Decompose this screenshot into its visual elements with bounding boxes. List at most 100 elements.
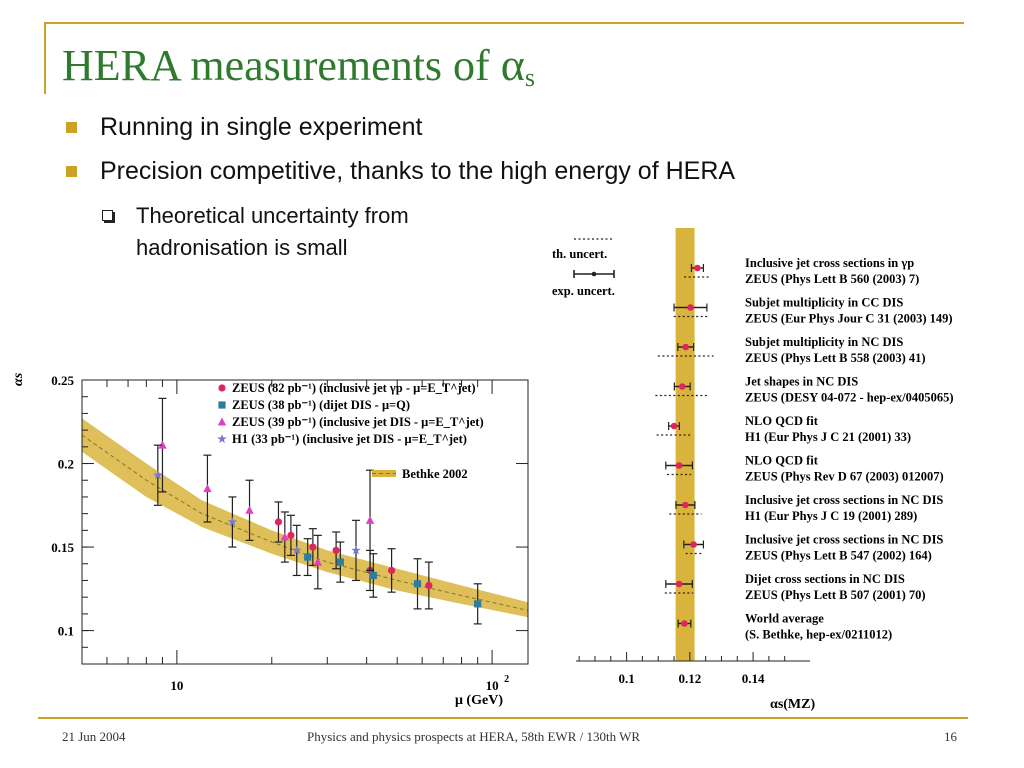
x-axis-label-text: μ (GeV) — [455, 693, 503, 708]
sub-bullet-1: Theoretical uncertainty from hadronisati… — [102, 200, 409, 264]
data-point-star — [227, 517, 238, 526]
data-point-square — [336, 558, 344, 566]
data-point-star — [292, 545, 302, 555]
plot-frame — [81, 379, 529, 665]
measurement-point — [694, 264, 701, 272]
measurement-point — [670, 422, 678, 430]
measurement-point — [678, 383, 686, 390]
uncertainty-legend: th. uncert. exp. uncert. — [552, 238, 615, 298]
title-symbol: α — [500, 39, 525, 90]
bullet-2: Precision competitive, thanks to the hig… — [66, 157, 736, 186]
data-point-triangle — [245, 505, 254, 514]
square-bullet-icon — [66, 166, 77, 177]
title-text: HERA measurements of — [62, 41, 501, 90]
data-point-star — [351, 545, 361, 555]
axes: 0.25 0.2 0.15 0.1 10 10 2 — [51, 373, 529, 693]
x-axis-label: μ (GeV) — [455, 693, 503, 708]
bethke-band-center-line — [81, 434, 529, 611]
title-subscript: s — [524, 63, 535, 92]
measurement-reference: ZEUS (Phys Lett B 547 (2002) 164) — [745, 549, 932, 563]
x-tick-label: 0.12 — [678, 671, 701, 686]
data-point-star — [153, 470, 163, 480]
square-bullet-icon — [66, 122, 77, 133]
legend: ZEUS (82 pb⁻¹) (inclusive jet γp - μ=E_T… — [217, 381, 484, 481]
data-point-square — [369, 571, 377, 580]
legend-marker-star — [217, 434, 227, 443]
slide-title: HERA measurements of αs — [62, 38, 535, 93]
footer-date: 21 Jun 2004 — [62, 729, 126, 744]
th-uncert-label: th. uncert. — [552, 247, 607, 261]
measurement-label: Dijet cross sections in NC DIS — [745, 572, 905, 586]
bullet-1-text: Running in single experiment — [100, 113, 423, 141]
exp-uncert-label: exp. uncert. — [552, 284, 615, 298]
data-point-circle — [388, 566, 396, 575]
y-axis-label-text: αs — [11, 372, 26, 386]
x-tick-label: 0.1 — [618, 671, 634, 686]
measurement-point — [687, 304, 694, 311]
data-point-circle — [274, 518, 283, 526]
data-point-square — [304, 553, 312, 561]
measurement-reference: ZEUS (Phys Lett B 507 (2001) 70) — [745, 588, 926, 602]
hollow-square-bullet-icon — [102, 210, 113, 221]
alpha-s-mz-comparison-chart: 0.1 0.12 0.14 Inclusive jet cross sections… — [552, 228, 954, 712]
data-point-circle — [425, 581, 433, 590]
measurement-reference: ZEUS (Phys Lett B 558 (2003) 41) — [745, 351, 926, 365]
data-point-circle — [287, 531, 295, 539]
data-points — [153, 397, 482, 625]
measurement-label: NLO QCD fit — [745, 454, 819, 468]
sub-bullet-line-1: Theoretical uncertainty from — [136, 203, 409, 228]
x-axis-label: αs(MZ) — [770, 697, 815, 712]
measurement-reference: ZEUS (Eur Phys Jour C 31 (2003) 149) — [745, 312, 953, 326]
x-tick-label: 10 — [486, 678, 499, 693]
measurement-point — [681, 620, 688, 627]
measurement-point — [690, 541, 697, 548]
legend-entry: ZEUS (39 pb⁻¹) (inclusive jet DIS - μ=E_… — [232, 415, 484, 429]
measurement-reference: H1 (Eur Phys J C 21 (2001) 33) — [745, 430, 911, 444]
alpha-s-running-chart: 0.25 0.2 0.15 0.1 10 10 2 ZEUS (82 pb⁻¹) (incl… — [11, 372, 529, 708]
legend-band-label: Bethke 2002 — [402, 467, 468, 481]
measurement-point — [675, 462, 683, 469]
data-point-circle — [309, 543, 317, 551]
legend-entry: ZEUS (38 pb⁻¹) (dijet DIS - μ=Q) — [232, 398, 410, 412]
measurement-label: Inclusive jet cross sections in NC DIS — [745, 493, 943, 507]
x-tick-label: 0.14 — [742, 671, 765, 686]
data-point-square — [413, 580, 422, 588]
measurement-reference: H1 (Eur Phys J C 19 (2001) 289) — [745, 509, 917, 523]
measurements: Inclusive jet cross sections in γp ZEUS (… — [655, 256, 954, 642]
measurement-label: Jet shapes in NC DIS — [745, 375, 858, 389]
axis-labels: αs μ (GeV) — [11, 372, 503, 708]
bethke-band-area — [82, 418, 528, 618]
measurement-label: Inclusive jet cross sections in γp — [745, 256, 914, 270]
measurement-label: Subjet multiplicity in NC DIS — [745, 335, 903, 349]
measurement-point — [682, 343, 690, 351]
bullet-1: Running in single experiment — [66, 113, 423, 142]
y-tick-label: 0.1 — [58, 624, 74, 639]
footer-title: Physics and physics prospects at HERA, 5… — [307, 729, 641, 744]
footer-divider — [38, 717, 968, 719]
y-tick-label: 0.25 — [51, 373, 74, 388]
legend-marker-triangle — [217, 417, 227, 426]
x-axis-label-text: αs(MZ) — [770, 697, 815, 712]
bethke-band — [81, 418, 529, 618]
x-tick-exponent: 2 — [504, 674, 509, 685]
legend-marker-square — [218, 401, 226, 409]
x-tick-label: 10 — [170, 678, 183, 693]
legend-entry: H1 (33 pb⁻¹) (inclusive jet DIS - μ=E_T^… — [232, 432, 467, 446]
data-point-triangle — [280, 532, 290, 541]
data-point-triangle — [203, 484, 212, 493]
data-point-circle — [332, 546, 340, 554]
data-point-triangle — [365, 515, 375, 524]
x-axis: 0.1 0.12 0.14 — [576, 652, 810, 686]
measurement-label: Subjet multiplicity in CC DIS — [745, 296, 903, 310]
exp-uncert-dot — [591, 271, 597, 277]
bullet-2-text: Precision competitive, thanks to the hig… — [100, 157, 736, 185]
legend-entry: ZEUS (82 pb⁻¹) (inclusive jet γp - μ=E_T… — [232, 381, 476, 395]
data-point-triangle — [158, 440, 167, 449]
title-frame-vertical — [44, 22, 46, 94]
world-average-band-area — [675, 228, 695, 661]
measurement-label: Inclusive jet cross sections in NC DIS — [745, 533, 943, 547]
measurement-reference: ZEUS (Phys Rev D 67 (2003) 012007) — [745, 470, 944, 484]
sub-bullet-line-2: hadronisation is small — [136, 235, 348, 260]
measurement-reference: (S. Bethke, hep-ex/0211012) — [745, 628, 892, 642]
title-frame-horizontal — [44, 22, 964, 24]
